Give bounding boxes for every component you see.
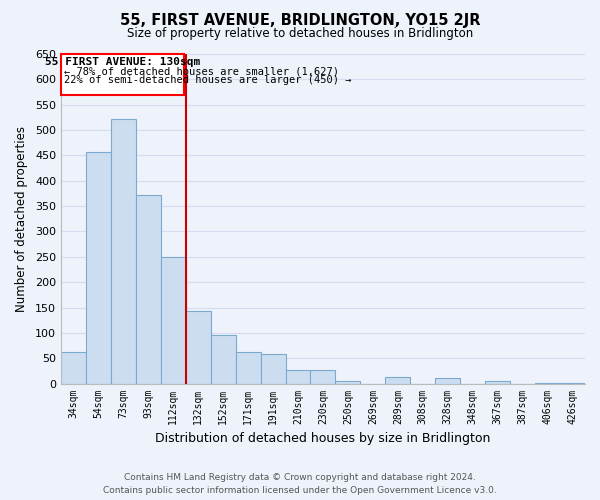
Bar (236, 352, 260, 384)
Text: ← 78% of detached houses are smaller (1,627): ← 78% of detached houses are smaller (1,… (64, 66, 339, 76)
Bar (61, 352, 86, 384)
Text: 55 FIRST AVENUE: 130sqm: 55 FIRST AVENUE: 130sqm (46, 57, 200, 67)
FancyBboxPatch shape (61, 54, 184, 94)
Bar (485, 381, 510, 384)
Bar (560, 382, 585, 384)
Text: 55, FIRST AVENUE, BRIDLINGTON, YO15 2JR: 55, FIRST AVENUE, BRIDLINGTON, YO15 2JR (120, 12, 480, 28)
Text: Size of property relative to detached houses in Bridlington: Size of property relative to detached ho… (127, 28, 473, 40)
Bar (86, 152, 111, 384)
Bar (310, 370, 335, 384)
Bar (335, 381, 361, 384)
Bar (260, 354, 286, 384)
Bar (385, 378, 410, 384)
Bar (211, 336, 236, 384)
Bar (161, 257, 186, 384)
Bar (111, 119, 136, 384)
X-axis label: Distribution of detached houses by size in Bridlington: Distribution of detached houses by size … (155, 432, 491, 445)
Bar (186, 311, 211, 384)
Bar (136, 195, 161, 384)
Bar (435, 378, 460, 384)
Text: 22% of semi-detached houses are larger (450) →: 22% of semi-detached houses are larger (… (64, 76, 352, 86)
Text: Contains HM Land Registry data © Crown copyright and database right 2024.
Contai: Contains HM Land Registry data © Crown c… (103, 473, 497, 495)
Y-axis label: Number of detached properties: Number of detached properties (15, 126, 28, 312)
Bar (535, 382, 560, 384)
Bar (286, 370, 310, 384)
